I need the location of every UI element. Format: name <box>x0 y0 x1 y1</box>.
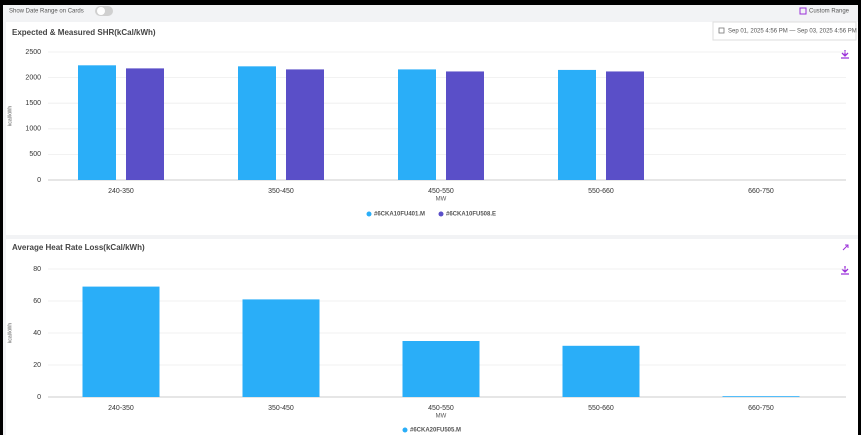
x-tick-label: 660-750 <box>748 188 774 195</box>
toggle-label: Show Date Range on Cards <box>9 9 84 15</box>
date-range[interactable]: Sep 01, 2025 4:56 PM — Sep 03, 2025 4:56… <box>728 29 857 35</box>
date-range-box <box>712 21 857 41</box>
legend-label: #6CKA20FU505.M <box>410 428 461 434</box>
y-tick-label: 0 <box>37 394 41 401</box>
legend-swatch <box>366 211 372 217</box>
y-tick-label: 40 <box>33 330 41 337</box>
bar <box>242 299 320 397</box>
bar <box>126 68 164 180</box>
y-tick-label: 80 <box>33 266 41 273</box>
y-tick-label: 20 <box>33 362 41 369</box>
x-tick-label: 660-750 <box>748 405 774 412</box>
calendar-icon <box>799 7 807 15</box>
legend-swatch <box>402 427 408 433</box>
bar <box>562 345 640 397</box>
calendar-icon <box>718 27 725 34</box>
x-tick-label: 350-450 <box>268 405 294 412</box>
y-axis-label: kcal/kWh <box>7 106 13 127</box>
bar <box>78 65 116 180</box>
legend-label: #6CKA10FU508.E <box>446 212 496 218</box>
x-axis-label: MW <box>436 197 447 203</box>
x-tick-label: 240-350 <box>108 405 134 412</box>
bar <box>238 66 276 180</box>
bar <box>722 396 800 397</box>
expand-icon[interactable] <box>842 244 849 251</box>
chart-title: Average Heat Rate Loss(kCal/kWh) <box>12 243 145 252</box>
x-tick-label: 550-660 <box>588 405 614 412</box>
legend-label: #6CKA10FU401.M <box>374 212 425 218</box>
download-icon[interactable] <box>841 50 849 59</box>
legend-swatch <box>438 211 444 217</box>
bar <box>446 71 484 180</box>
x-tick-label: 350-450 <box>268 188 294 195</box>
y-tick-label: 60 <box>33 298 41 305</box>
bar <box>558 69 596 180</box>
bar <box>606 71 644 180</box>
bar <box>402 341 480 397</box>
toggle-knob <box>97 7 105 15</box>
y-tick-label: 2500 <box>25 49 41 56</box>
y-axis-label: kcal/kWh <box>7 323 13 344</box>
chart-title: Expected & Measured SHR(kCal/kWh) <box>12 28 156 37</box>
bar <box>82 286 160 397</box>
bar <box>286 69 324 180</box>
x-tick-label: 450-550 <box>428 405 454 412</box>
y-tick-label: 1000 <box>25 126 41 133</box>
y-tick-label: 1500 <box>25 100 41 107</box>
bar <box>398 69 436 180</box>
x-tick-label: 240-350 <box>108 188 134 195</box>
x-axis-label: MW <box>436 414 447 420</box>
x-tick-label: 550-660 <box>588 188 614 195</box>
y-tick-label: 0 <box>37 177 41 184</box>
custom-range[interactable]: Custom Range <box>809 9 850 15</box>
y-tick-label: 2000 <box>25 74 41 81</box>
y-tick-label: 500 <box>29 151 41 158</box>
x-tick-label: 450-550 <box>428 188 454 195</box>
